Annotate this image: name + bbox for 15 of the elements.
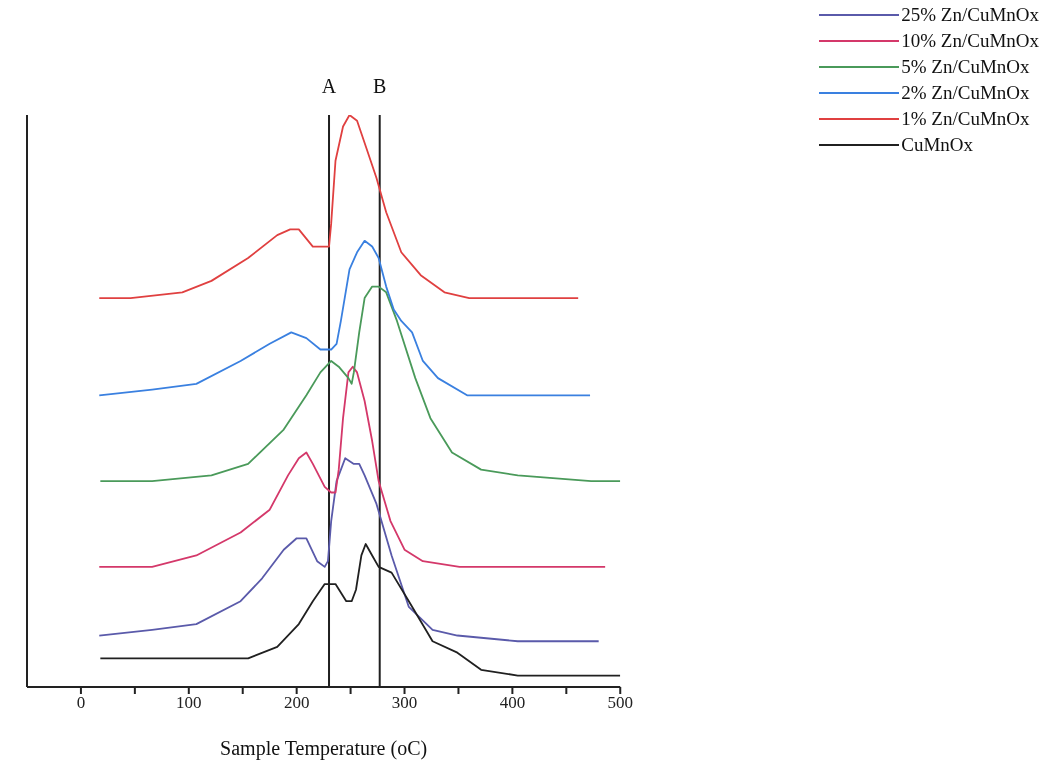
- ref-line-label: A: [321, 75, 337, 97]
- x-tick-label: 400: [499, 693, 526, 713]
- x-tick-label: 0: [76, 693, 86, 713]
- x-tick-label: 100: [176, 693, 202, 713]
- x-axis-title: Sample Temperature (oC): [220, 737, 428, 760]
- legend-label: CuMnOx: [901, 134, 974, 156]
- x-tick-label: 500: [607, 693, 633, 713]
- legend-label: 1% Zn/CuMnOx: [901, 108, 1030, 130]
- legend-label: 5% Zn/CuMnOx: [901, 56, 1030, 78]
- x-tick-label: 200: [283, 693, 310, 713]
- legend-label: 10% Zn/CuMnOx: [901, 30, 1039, 52]
- ref-line-label: B: [373, 75, 387, 97]
- legend-label: 2% Zn/CuMnOx: [901, 82, 1030, 104]
- legend-label: 25% Zn/CuMnOx: [901, 4, 1039, 26]
- x-tick-label: 300: [391, 693, 418, 713]
